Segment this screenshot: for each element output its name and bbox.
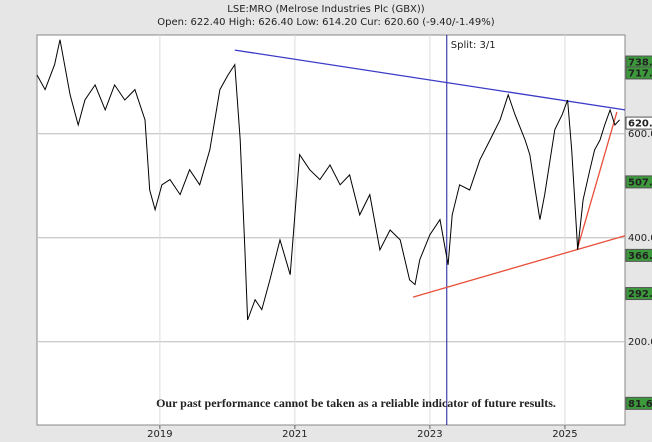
level-box [625,66,652,80]
chart-subtitle: Open: 622.40 High: 626.40 Low: 614.20 Cu… [157,17,494,28]
x-tick-label: 2021 [282,429,307,440]
plot-area [36,34,626,426]
level-box [625,116,652,130]
level-label: 81.63 [628,399,652,410]
level-label: 717.0 [628,68,652,79]
level-box [625,248,652,262]
level-label: 507.5 [628,177,652,188]
y-tick-label: 200.0 [628,337,652,348]
level-box [625,287,652,301]
level-label: 292.8 [628,289,652,300]
level-label: 366.2 [628,251,652,262]
disclaimer: Our past performance cannot be taken as … [156,396,556,410]
chart-title: LSE:MRO (Melrose Industries Plc (GBX)) [227,4,425,15]
price-line [36,39,620,321]
level-box [625,396,652,410]
x-tick-label: 2019 [147,429,172,440]
level-label: 620.6 [628,119,652,130]
trend-line [234,49,626,111]
y-tick-label: 600.0 [628,129,652,140]
level-box [625,175,652,189]
trend-line [576,111,618,250]
x-tick-label: 2025 [552,429,577,440]
split-label: Split: 3/1 [451,40,496,51]
y-tick-label: 400.0 [628,233,652,244]
trend-line [412,235,626,298]
x-tick-label: 2023 [417,429,442,440]
level-label: 738.0 [628,58,652,69]
